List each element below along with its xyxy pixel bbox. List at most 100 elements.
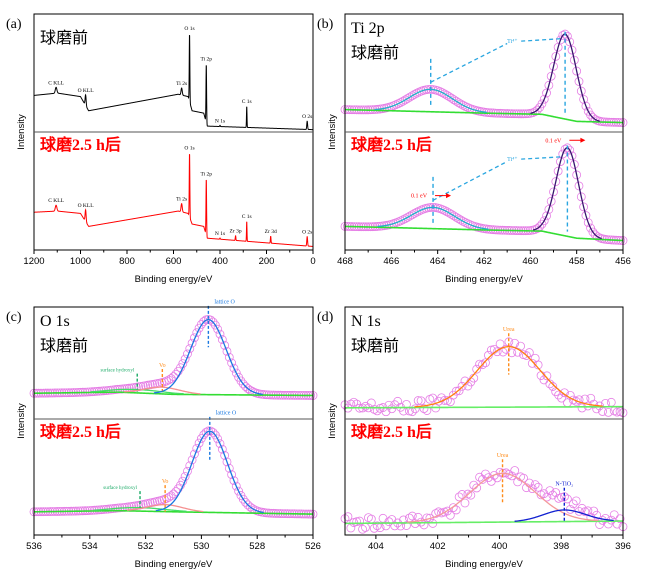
data-point bbox=[454, 214, 463, 224]
fit-component-line bbox=[414, 346, 603, 408]
subplot-before: surface hydroxyl Vo lattice O 球磨前 bbox=[29, 300, 318, 400]
fit-component-line bbox=[407, 472, 599, 523]
x-tick-label: 466 bbox=[383, 256, 399, 267]
data-point bbox=[393, 217, 403, 227]
subplot-label: 球磨前 bbox=[351, 44, 399, 62]
x-tick-label: 530 bbox=[193, 541, 209, 552]
data-point bbox=[551, 488, 561, 497]
data-point bbox=[403, 94, 412, 103]
peak-label: O 1s bbox=[184, 145, 194, 151]
data-point bbox=[539, 216, 549, 226]
data-point bbox=[609, 510, 619, 520]
data-point bbox=[410, 90, 419, 99]
data-point bbox=[238, 494, 248, 504]
x-tick-label: 0 bbox=[310, 256, 315, 267]
data-point bbox=[495, 339, 505, 349]
data-point bbox=[527, 358, 537, 368]
data-point bbox=[528, 108, 538, 118]
data-point bbox=[454, 492, 464, 502]
data-point bbox=[227, 358, 237, 368]
data-point bbox=[457, 381, 467, 391]
data-point bbox=[458, 216, 468, 226]
data-point bbox=[447, 93, 456, 103]
data-point bbox=[545, 486, 555, 496]
data-point bbox=[510, 466, 520, 475]
data-point bbox=[574, 77, 584, 86]
data-point bbox=[222, 457, 232, 467]
data-point bbox=[549, 187, 558, 197]
x-tick-label: 400 bbox=[212, 256, 228, 267]
data-point bbox=[579, 202, 589, 212]
data-point bbox=[400, 214, 410, 224]
background-line bbox=[344, 108, 624, 124]
data-point bbox=[440, 89, 450, 99]
data-point bbox=[522, 351, 531, 360]
peak-label: C KLL bbox=[48, 80, 64, 86]
data-point bbox=[572, 170, 582, 180]
link-line bbox=[521, 38, 561, 42]
background-line bbox=[344, 520, 624, 525]
subplot-label: 球磨2.5 h后 bbox=[351, 135, 432, 154]
data-point bbox=[442, 207, 452, 217]
data-point bbox=[396, 216, 406, 226]
data-point bbox=[208, 427, 218, 437]
subplot-before: C KLL O KLL Ti 2s O 1s Ti 2p N 1s C 1s O 2s 球磨前 bbox=[33, 26, 314, 131]
data-point bbox=[554, 390, 564, 400]
x-tick-label: 526 bbox=[305, 541, 321, 552]
data-point bbox=[546, 71, 556, 81]
data-point bbox=[393, 396, 403, 406]
data-point bbox=[231, 368, 241, 378]
data-point bbox=[481, 358, 490, 368]
x-tick-label: 534 bbox=[82, 541, 98, 552]
data-point bbox=[507, 471, 517, 481]
data-point bbox=[539, 489, 549, 499]
data-point bbox=[451, 386, 461, 396]
data-point bbox=[447, 209, 456, 219]
peak-label: lattice O bbox=[216, 411, 237, 417]
x-tick-label: 462 bbox=[476, 256, 492, 267]
data-point bbox=[162, 494, 171, 503]
data-point bbox=[169, 489, 178, 499]
data-point bbox=[402, 521, 411, 530]
data-point bbox=[366, 398, 376, 408]
data-point bbox=[507, 348, 517, 358]
spectrum-line bbox=[33, 35, 314, 131]
data-point bbox=[475, 472, 485, 482]
data-point bbox=[407, 511, 417, 521]
data-point bbox=[542, 211, 551, 221]
data-point bbox=[603, 407, 613, 417]
link-label: Ti⁴⁺ bbox=[507, 157, 517, 163]
panel-title: N 1s bbox=[351, 313, 381, 330]
data-point bbox=[486, 345, 496, 355]
background-line bbox=[345, 405, 623, 409]
link-line bbox=[432, 160, 508, 201]
data-point bbox=[483, 350, 493, 360]
spectrum-line bbox=[33, 154, 314, 247]
panel-title: O 1s bbox=[40, 313, 70, 330]
data-point bbox=[449, 211, 459, 221]
x-tick-label: 600 bbox=[166, 256, 182, 267]
peak-label: surface hydroxyl bbox=[100, 368, 134, 373]
peak-label: O KLL bbox=[78, 88, 95, 94]
data-point bbox=[590, 114, 600, 124]
data-point bbox=[606, 397, 616, 407]
data-point bbox=[440, 396, 449, 405]
data-point bbox=[530, 225, 540, 234]
data-point bbox=[581, 101, 591, 111]
data-point bbox=[396, 521, 406, 531]
data-point bbox=[231, 481, 241, 491]
panel-title: Ti 2p bbox=[351, 20, 385, 37]
data-point bbox=[571, 396, 581, 406]
data-point bbox=[213, 434, 223, 444]
data-point bbox=[405, 92, 415, 102]
data-point bbox=[234, 486, 244, 496]
data-point bbox=[572, 66, 582, 76]
x-tick-label: 468 bbox=[337, 256, 353, 267]
data-point bbox=[542, 492, 552, 502]
data-point bbox=[390, 400, 400, 410]
data-point bbox=[579, 94, 589, 104]
data-point bbox=[407, 91, 417, 101]
data-point bbox=[390, 521, 400, 531]
data-point bbox=[422, 406, 432, 415]
